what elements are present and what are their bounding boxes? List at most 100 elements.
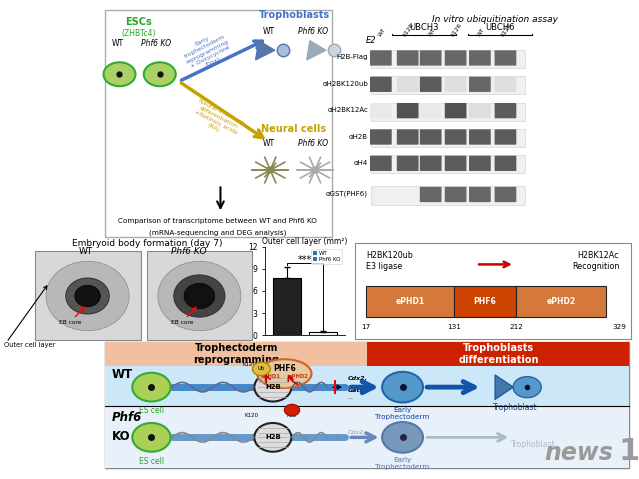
- Circle shape: [382, 372, 423, 402]
- Text: ePHD1: ePHD1: [396, 297, 424, 306]
- Ellipse shape: [254, 373, 291, 401]
- Text: H2B-Flag: H2B-Flag: [337, 55, 368, 60]
- Circle shape: [132, 423, 171, 452]
- FancyBboxPatch shape: [370, 103, 392, 118]
- FancyBboxPatch shape: [469, 103, 491, 118]
- Circle shape: [132, 373, 171, 401]
- Text: Outer cell layer: Outer cell layer: [4, 342, 56, 349]
- Text: Neural cells: Neural cells: [261, 124, 327, 134]
- Text: 329: 329: [612, 324, 626, 331]
- Text: PHF6: PHF6: [273, 365, 296, 373]
- FancyBboxPatch shape: [371, 103, 525, 121]
- FancyBboxPatch shape: [454, 286, 516, 317]
- FancyBboxPatch shape: [371, 155, 525, 173]
- Text: Phf6: Phf6: [112, 411, 142, 424]
- Ellipse shape: [158, 262, 241, 331]
- Text: Early
Trophectoderm: Early Trophectoderm: [375, 407, 430, 420]
- FancyBboxPatch shape: [397, 50, 419, 66]
- Circle shape: [104, 62, 135, 86]
- Text: Phf6 KO: Phf6 KO: [298, 139, 328, 148]
- FancyBboxPatch shape: [397, 103, 419, 118]
- Text: H2BK12Ac
Recognition: H2BK12Ac Recognition: [572, 251, 619, 271]
- Text: H2B: H2B: [265, 384, 281, 390]
- Text: In vitro ubiquitination assay: In vitro ubiquitination assay: [431, 15, 558, 24]
- Text: ***: ***: [298, 255, 312, 265]
- FancyBboxPatch shape: [495, 129, 516, 145]
- FancyBboxPatch shape: [469, 187, 491, 202]
- Circle shape: [382, 422, 423, 453]
- Circle shape: [284, 404, 300, 416]
- Text: ...: ...: [348, 395, 353, 400]
- Text: K12: K12: [287, 413, 297, 418]
- Text: EB core: EB core: [59, 320, 82, 325]
- Circle shape: [266, 167, 274, 173]
- FancyBboxPatch shape: [371, 129, 525, 147]
- Text: WT: WT: [477, 27, 486, 37]
- Circle shape: [513, 376, 541, 398]
- Text: H2BK120ub
E3 ligase: H2BK120ub E3 ligase: [366, 251, 413, 271]
- Ellipse shape: [184, 284, 215, 309]
- FancyBboxPatch shape: [371, 50, 525, 68]
- Text: Phf6 KO: Phf6 KO: [171, 247, 206, 256]
- Ellipse shape: [174, 275, 225, 317]
- FancyBboxPatch shape: [445, 103, 466, 118]
- FancyBboxPatch shape: [420, 50, 442, 66]
- Ellipse shape: [254, 423, 291, 452]
- Text: ESCs: ESCs: [125, 17, 152, 27]
- FancyBboxPatch shape: [105, 366, 629, 406]
- Text: EB core: EB core: [171, 320, 194, 325]
- FancyBboxPatch shape: [105, 342, 629, 468]
- Text: WT: WT: [263, 26, 274, 35]
- Text: WT: WT: [112, 38, 124, 47]
- Text: αH4: αH4: [354, 160, 368, 166]
- FancyBboxPatch shape: [469, 50, 491, 66]
- Text: Trophectoderm
reprogramming: Trophectoderm reprogramming: [194, 343, 279, 365]
- Circle shape: [252, 362, 270, 376]
- FancyBboxPatch shape: [495, 50, 516, 66]
- Text: Gata2: Gata2: [348, 388, 369, 393]
- FancyBboxPatch shape: [495, 77, 516, 92]
- Polygon shape: [307, 41, 326, 60]
- FancyBboxPatch shape: [370, 77, 392, 92]
- Text: αH2BK12Ac: αH2BK12Ac: [327, 107, 368, 113]
- Text: Early
trophectoderm
reprogramming
+ Doxycycline
(Dox): Early trophectoderm reprogramming + Doxy…: [180, 28, 235, 75]
- Text: Ub: Ub: [258, 366, 265, 371]
- FancyBboxPatch shape: [370, 50, 392, 66]
- Polygon shape: [495, 375, 513, 399]
- Text: Cdx2,: Cdx2,: [348, 430, 366, 435]
- FancyBboxPatch shape: [495, 187, 516, 202]
- FancyBboxPatch shape: [397, 129, 419, 145]
- Text: KO: KO: [112, 430, 130, 443]
- Text: Phf6 KO: Phf6 KO: [298, 26, 328, 35]
- Text: ePHD2: ePHD2: [288, 375, 309, 379]
- FancyBboxPatch shape: [420, 187, 442, 202]
- FancyBboxPatch shape: [516, 286, 606, 317]
- FancyBboxPatch shape: [469, 77, 491, 92]
- Bar: [273, 278, 301, 335]
- FancyBboxPatch shape: [105, 406, 629, 468]
- Text: ES cell: ES cell: [139, 456, 164, 466]
- Text: E2: E2: [366, 36, 377, 45]
- FancyBboxPatch shape: [445, 77, 466, 92]
- FancyBboxPatch shape: [370, 156, 392, 171]
- Text: K120: K120: [242, 362, 256, 366]
- Text: Neural ectoderm
differentiation
+Retinoic acids
(RA): Neural ectoderm differentiation +Retinoi…: [190, 98, 245, 141]
- Text: Cdx2,: Cdx2,: [348, 376, 367, 381]
- Ellipse shape: [66, 278, 109, 314]
- Title: Outer cell layer (mm²): Outer cell layer (mm²): [263, 237, 348, 246]
- FancyBboxPatch shape: [495, 103, 516, 118]
- Text: αH2B: αH2B: [349, 134, 368, 139]
- Text: K12R: K12R: [450, 22, 463, 37]
- Circle shape: [144, 62, 176, 86]
- Text: ePHD2: ePHD2: [546, 297, 576, 306]
- FancyBboxPatch shape: [355, 243, 631, 339]
- FancyBboxPatch shape: [371, 76, 525, 94]
- Text: Trophoblast: Trophoblast: [511, 440, 556, 449]
- FancyBboxPatch shape: [420, 156, 442, 171]
- Text: 131: 131: [447, 324, 461, 331]
- Text: Trophoblasts: Trophoblasts: [258, 10, 330, 20]
- Text: WT: WT: [112, 368, 133, 381]
- Text: K12: K12: [290, 362, 300, 366]
- Text: PHF6: PHF6: [473, 297, 497, 306]
- Text: 212: 212: [509, 324, 523, 331]
